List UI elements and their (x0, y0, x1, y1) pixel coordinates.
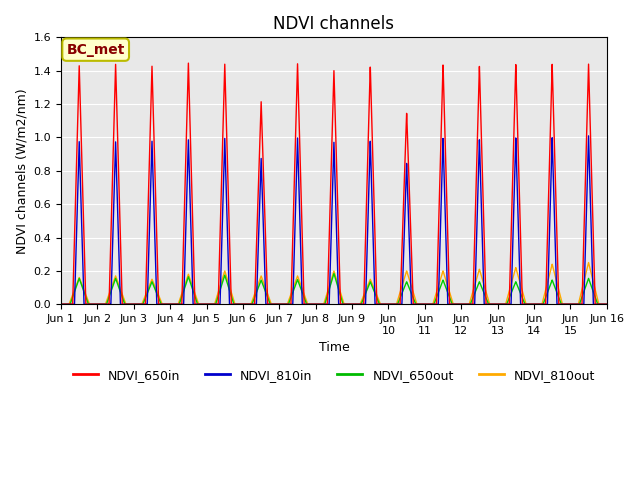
Text: BC_met: BC_met (67, 43, 125, 57)
Legend: NDVI_650in, NDVI_810in, NDVI_650out, NDVI_810out: NDVI_650in, NDVI_810in, NDVI_650out, NDV… (68, 364, 600, 387)
X-axis label: Time: Time (319, 341, 349, 354)
Title: NDVI channels: NDVI channels (273, 15, 394, 33)
Y-axis label: NDVI channels (W/m2/nm): NDVI channels (W/m2/nm) (15, 88, 28, 253)
